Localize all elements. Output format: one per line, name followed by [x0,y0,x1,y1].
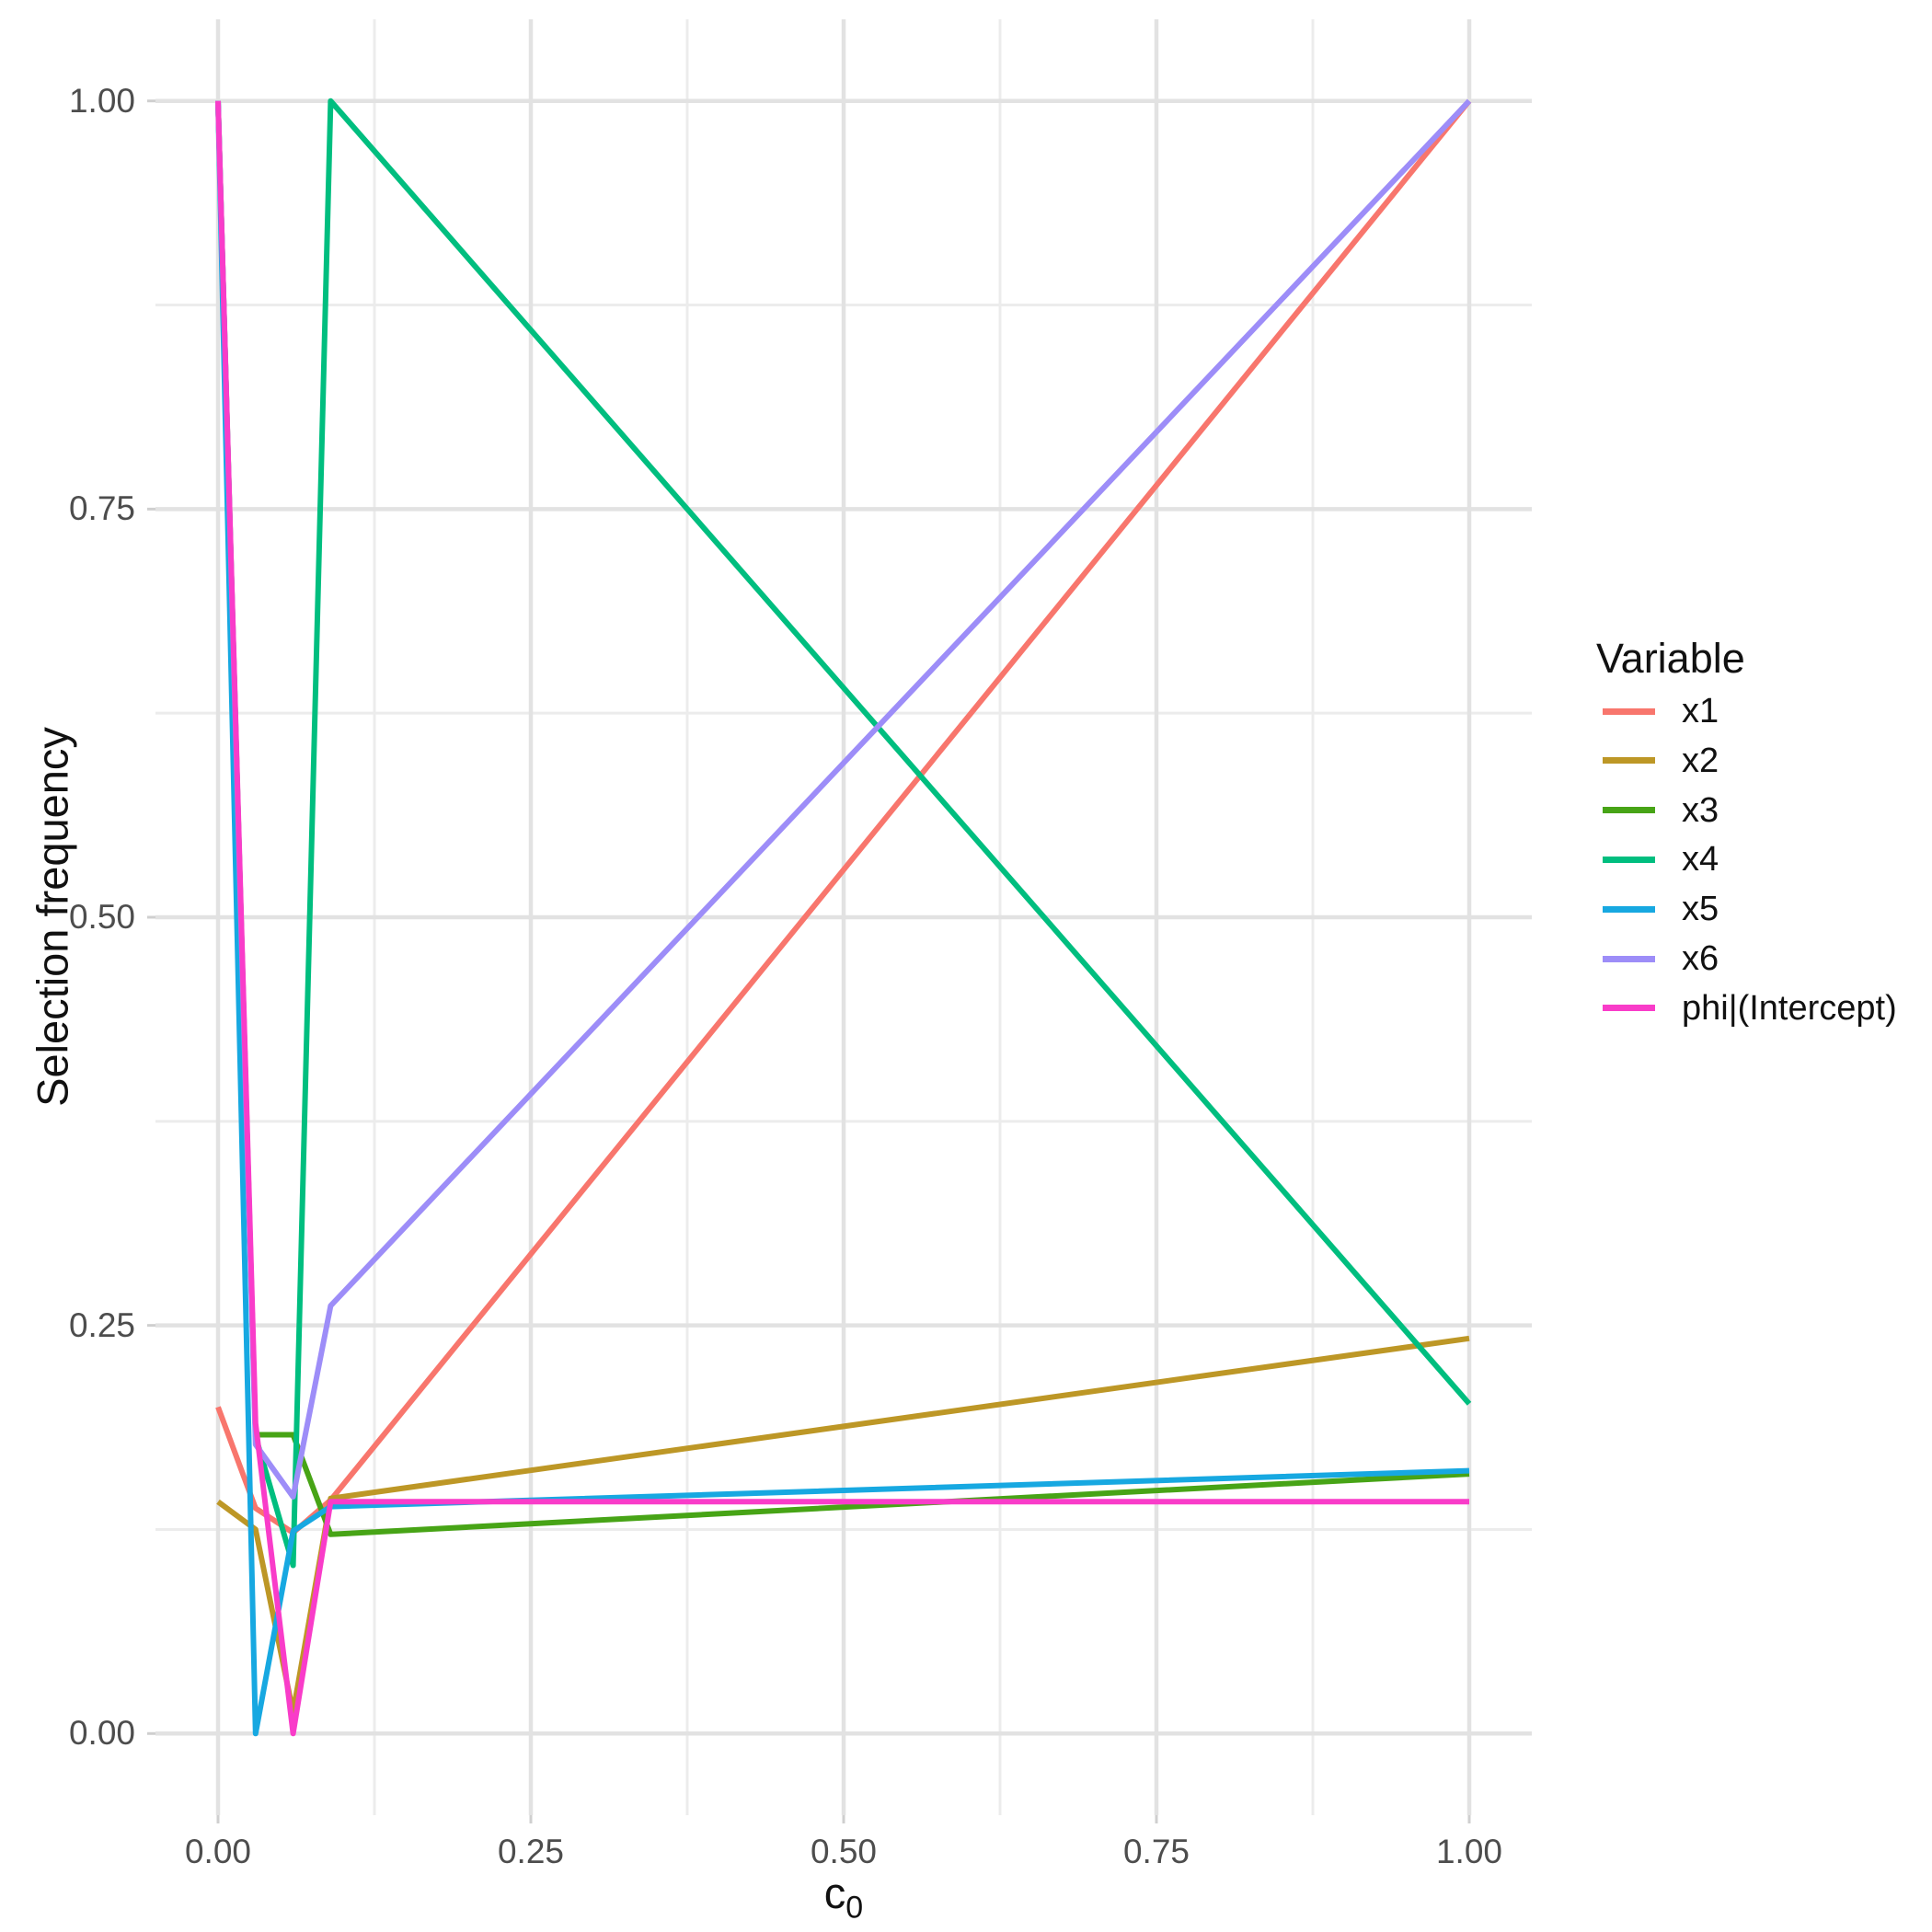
legend-key-x2 [1603,757,1655,765]
y-tick-label: 0.25 [68,1305,135,1344]
x-tick-label: 0.25 [497,1833,564,1870]
legend-label-x4: x4 [1682,840,1719,880]
legend-key-x6 [1603,955,1655,962]
x-axis-title: c0 [660,1868,1028,1926]
legend-label-x2: x2 [1682,741,1719,780]
y-axis-title: Selection frequency [28,727,77,1107]
legend-key-phi|(Intercept) [1603,1005,1655,1012]
legend-label-phi|(Intercept): phi|(Intercept) [1682,988,1897,1028]
y-tick-label: 0.50 [68,898,135,936]
legend-key-x1 [1603,707,1655,715]
legend-key-x5 [1603,905,1655,913]
y-tick-label: 0.00 [68,1714,135,1753]
x-axis-title-main: c [823,1869,846,1917]
y-tick-label: 0.75 [68,489,135,528]
x-tick-label: 0.50 [810,1833,877,1870]
series-line-phi|(Intercept) [215,100,1469,1737]
legend-key-x4 [1603,856,1655,863]
y-tick-label: 1.00 [68,81,135,120]
legend-label-x3: x3 [1682,790,1719,830]
x-axis-title-subscript: 0 [845,1890,864,1926]
x-tick-label: 1.00 [1435,1833,1502,1870]
legend-label-x6: x6 [1682,939,1719,978]
series-line-x5 [215,100,1470,1737]
x-tick-label: 0.00 [184,1833,251,1870]
legend-key-x3 [1603,807,1655,814]
legend-title: Variable [1596,635,1745,682]
x-tick-label: 0.75 [1122,1833,1190,1870]
legend-label-x5: x5 [1682,890,1719,929]
legend-label-x1: x1 [1682,692,1719,730]
